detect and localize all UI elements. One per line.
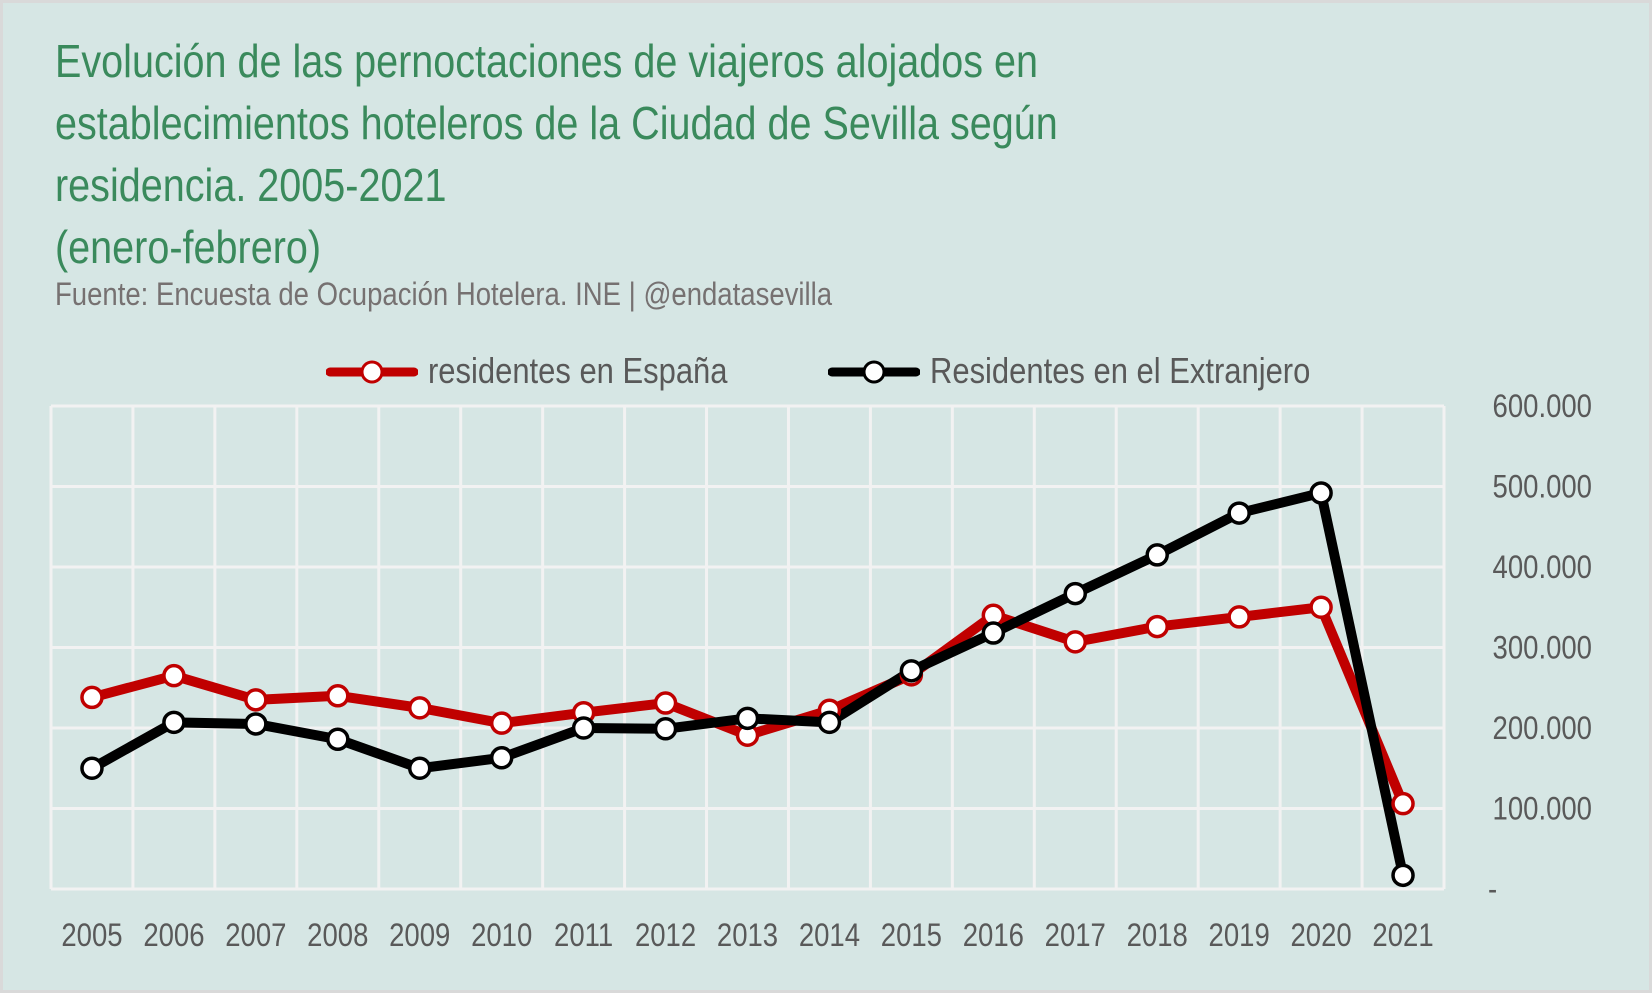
data-point-0-2012 [653,691,678,715]
data-point-1-2010 [489,746,514,770]
y-tick-label: 200.000 [1493,711,1592,746]
x-axis: 2005 2006 2007 2008 2009 2010 2011 2012 2013 2014… [61,918,1433,953]
subtitle-text: Fuente: Encuesta de Ocupación Hotelera. … [55,276,833,312]
x-tick-label: 2007 [225,918,286,953]
chart-subtitle: Fuente: Encuesta de Ocupación Hotelera. … [55,276,959,313]
data-point-1-2015 [899,659,924,683]
title-line-3: residencia. 2005-2021 [55,159,447,211]
chart-panel [3,3,1649,990]
x-tick-label: 2019 [1209,918,1270,953]
series-line-0 [86,602,1409,809]
series-line-1 [86,487,1409,881]
title-line-2: establecimientos hoteleros de la Ciudad … [55,97,1058,149]
data-point-1-2006 [162,710,186,735]
x-tick-label: 2016 [963,918,1024,953]
data-point-1-2014 [817,710,842,735]
data-point-1-2008 [326,727,350,752]
data-point-1-2012 [653,717,678,741]
x-tick-label: 2006 [143,918,204,953]
data-point-0-2020 [1309,595,1333,619]
data-point-0-2019 [1227,605,1251,629]
x-tick-label: 2014 [799,918,860,953]
data-point-0-2005 [80,685,104,710]
x-tick-label: 2009 [389,918,450,953]
data-point-1-2005 [80,756,104,780]
data-point-1-2016 [981,621,1006,645]
x-tick-label: 2011 [554,918,613,953]
series-points [80,481,1415,888]
data-point-1-2009 [407,756,432,780]
y-tick-label: - [1488,872,1497,907]
x-tick-label: 2010 [471,918,532,953]
chart-title: Evolución de las pernoctaciones de viaje… [55,30,1221,278]
data-point-0-2009 [407,696,432,720]
data-point-0-2021 [1391,791,1415,816]
y-tick-label: 300.000 [1493,631,1592,666]
data-point-0-2018 [1145,614,1169,639]
data-point-1-2011 [571,716,596,740]
series-lines [86,487,1409,881]
data-point-1-2007 [244,712,268,736]
x-tick-label: 2015 [881,918,942,953]
legend: residentes en España Residentes en el Ex… [0,350,1652,394]
data-point-0-2007 [244,688,268,712]
y-tick-label: 400.000 [1493,550,1592,585]
legend-marker-extranjero [828,360,920,384]
y-tick-label: 600.000 [1493,389,1592,424]
data-point-1-2018 [1145,543,1169,567]
x-tick-label: 2020 [1290,918,1351,953]
x-tick-label: 2008 [307,918,368,953]
x-tick-label: 2005 [61,918,122,953]
data-point-1-2013 [735,706,760,731]
x-tick-label: 2013 [717,918,778,953]
data-point-0-2017 [1063,630,1088,654]
title-line-4: (enero-febrero) [55,221,322,273]
title-line-1: Evolución de las pernoctaciones de viaje… [55,35,1039,87]
x-tick-label: 2018 [1127,918,1188,953]
data-point-0-2006 [162,663,186,688]
x-tick-label: 2017 [1045,918,1106,953]
data-point-0-2008 [326,684,350,708]
x-tick-label: 2021 [1372,918,1433,953]
data-point-1-2021 [1391,863,1415,888]
data-point-1-2020 [1309,481,1333,505]
x-tick-label: 2012 [635,918,696,953]
legend-marker-espana [326,360,418,384]
y-tick-label: 100.000 [1493,792,1592,827]
data-point-1-2019 [1227,501,1251,525]
legend-label-espana: residentes en España [428,350,728,391]
y-axis: - 100.000 200.000 300.000 400.000 500.000 600.… [1488,389,1592,907]
gridlines [49,404,1446,891]
y-tick-label: 500.000 [1493,470,1592,505]
legend-label-extranjero: Residentes en el Extranjero [930,350,1311,391]
data-point-0-2010 [489,711,514,735]
data-point-1-2017 [1063,581,1088,606]
